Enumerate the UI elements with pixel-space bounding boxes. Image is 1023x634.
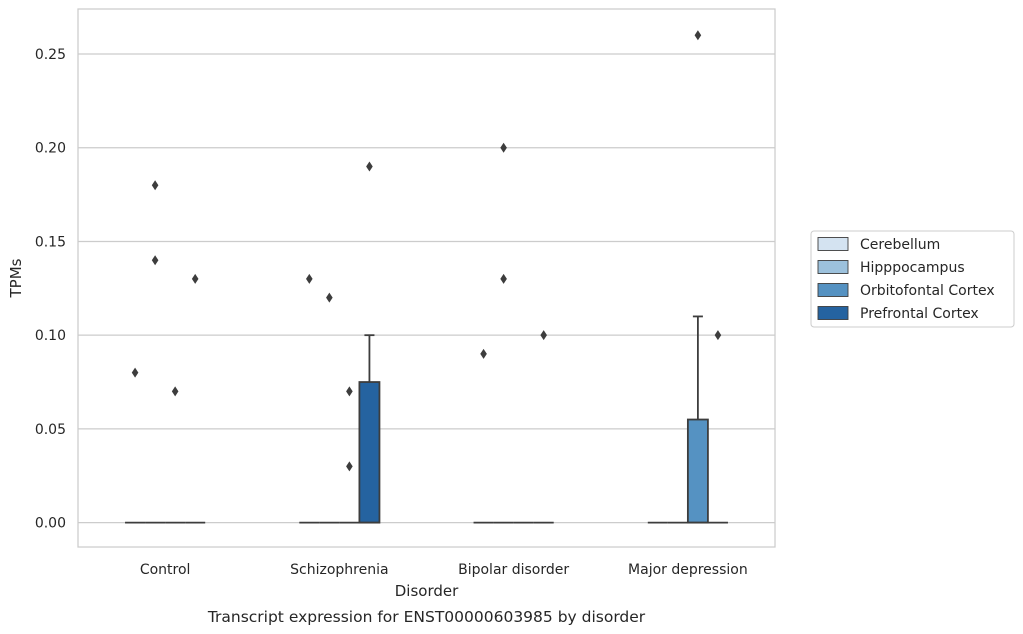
box-0-0: [125, 367, 146, 524]
outlier-point: [346, 461, 353, 472]
y-tick-label: 0.20: [35, 141, 66, 157]
outlier-point: [131, 367, 139, 378]
y-tick-label: 0.25: [35, 47, 66, 63]
box-3-0: [185, 273, 206, 524]
box-1-0: [145, 180, 166, 524]
box-1-2: [493, 142, 514, 524]
box-0-2: [473, 348, 494, 524]
legend-label: Orbitofontal Cortex: [860, 283, 995, 299]
plot-frame: [77, 8, 776, 548]
y-tick-label: 0.15: [35, 234, 66, 250]
legend-frame: [810, 230, 1015, 328]
outlier-point: [366, 161, 373, 172]
outlier-point: [326, 292, 333, 303]
box-body: [686, 418, 709, 524]
outlier-point: [540, 330, 547, 341]
outlier-point: [151, 180, 159, 191]
legend-swatch: [817, 260, 849, 274]
outlier-point: [151, 255, 159, 266]
legend-swatch: [817, 306, 849, 320]
legend-label: Hipppocampus: [860, 260, 965, 276]
y-axis-label: TPMs: [7, 258, 25, 298]
outlier-point: [306, 273, 313, 284]
outlier-point: [500, 273, 507, 284]
x-tick-label: Major depression: [628, 562, 748, 578]
box-2-3: [686, 30, 709, 524]
outlier-point: [191, 273, 199, 284]
outlier-point: [714, 330, 722, 341]
chart-caption: Transcript expression for ENST0000060398…: [207, 608, 646, 626]
y-tick-label: 0.10: [35, 328, 66, 344]
x-tick-label: Control: [140, 562, 191, 578]
box-3-1: [358, 161, 381, 524]
box-2-0: [165, 386, 186, 524]
box-3-3: [707, 330, 728, 524]
box-2-1: [339, 386, 360, 524]
outlier-point: [694, 30, 702, 41]
y-tick-label: 0.05: [35, 422, 66, 438]
outlier-point: [346, 386, 353, 397]
box-body: [358, 381, 381, 524]
x-tick-label: Schizophrenia: [290, 562, 388, 578]
legend-label: Prefrontal Cortex: [860, 306, 979, 322]
y-tick-labels: 0.00 0.05 0.10 0.15 0.20 0.25: [35, 47, 66, 532]
legend-label: Cerebellum: [860, 237, 940, 253]
outlier-point: [500, 142, 507, 153]
y-tick-label: 0.00: [35, 516, 66, 532]
outlier-point: [171, 386, 179, 397]
x-axis-label: Disorder: [395, 582, 459, 600]
box-3-2: [533, 330, 554, 524]
x-tick-labels: Control Schizophrenia Bipolar disorder Majo…: [140, 562, 748, 578]
outlier-point: [480, 348, 487, 359]
box-1-1: [319, 292, 340, 524]
legend-swatch: [817, 283, 849, 297]
box-marks: [125, 30, 728, 524]
legend-swatch: [817, 237, 849, 251]
x-tick-label: Bipolar disorder: [458, 562, 569, 578]
legend: Cerebellum Hipppocampus Orbitofontal Corte…: [810, 230, 1015, 328]
box-0-1: [299, 273, 320, 524]
